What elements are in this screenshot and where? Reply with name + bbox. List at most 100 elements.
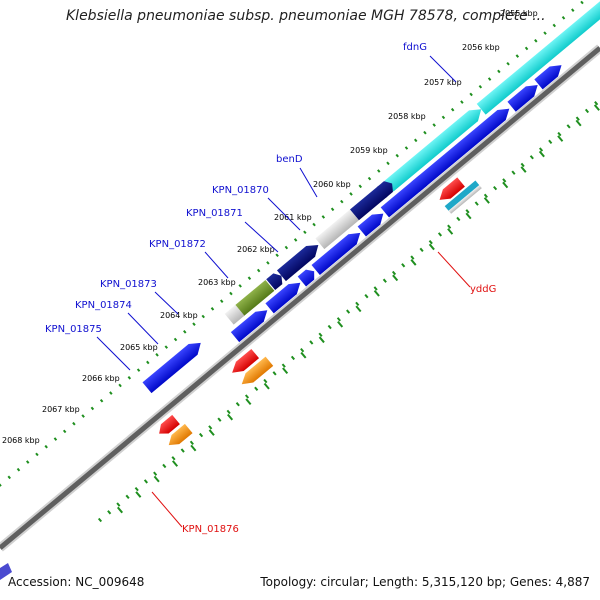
tick-mark <box>309 340 314 345</box>
gene-label-top: KPN_01875 <box>45 324 102 335</box>
tick-mark <box>515 54 520 58</box>
tick-mark <box>561 16 566 20</box>
kbp-label: 2068 kbp <box>2 436 40 445</box>
tick-mark <box>336 317 341 322</box>
gene-label-top: benD <box>276 154 303 165</box>
tick-mark <box>410 259 417 266</box>
tick-mark <box>247 276 252 281</box>
tick-mark <box>447 228 454 235</box>
tick-mark <box>571 8 575 12</box>
tick-mark <box>134 486 139 492</box>
gene-orange-3 <box>168 423 193 446</box>
tick-mark <box>229 291 233 296</box>
tick-mark <box>180 448 185 453</box>
gene-blue-c <box>411 108 510 192</box>
leader-line <box>244 221 279 253</box>
gene-yddG <box>444 180 480 211</box>
tick-mark <box>524 46 529 51</box>
tick-mark <box>566 124 571 129</box>
tick-mark <box>584 108 590 114</box>
tick-mark <box>423 130 427 135</box>
tick-mark <box>410 255 415 260</box>
gene-KPN_01872 <box>315 209 359 250</box>
tick-mark <box>404 146 409 150</box>
gene-label-top: KPN_01874 <box>75 300 132 311</box>
tick-mark <box>321 215 326 219</box>
map-title: Klebsiella pneumoniae subsp. pneumoniae … <box>66 8 546 24</box>
tick-mark <box>155 353 159 357</box>
tick-mark <box>538 150 545 158</box>
tick-mark <box>189 440 194 445</box>
tick-mark <box>340 199 344 204</box>
tick-mark <box>382 278 387 283</box>
tick-mark <box>217 417 222 422</box>
tick-mark <box>364 293 369 299</box>
tick-mark <box>441 115 446 120</box>
tick-mark <box>72 421 76 426</box>
tick-mark <box>116 502 121 507</box>
leader-line <box>299 167 318 198</box>
tick-mark <box>511 170 516 175</box>
tick-mark <box>401 263 406 268</box>
tick-mark <box>465 209 470 214</box>
tick-mark <box>99 398 104 403</box>
tick-mark <box>90 406 95 411</box>
tick-mark <box>81 414 85 418</box>
tick-mark <box>44 444 48 449</box>
tick-mark <box>469 92 473 97</box>
gene-KPN_01874 <box>266 273 283 291</box>
tick-mark <box>428 243 435 251</box>
tick-mark <box>7 475 11 480</box>
tick-mark <box>529 155 534 160</box>
tick-mark <box>135 491 142 498</box>
tick-mark <box>575 116 580 121</box>
tick-mark <box>172 460 179 467</box>
tick-mark <box>266 261 270 265</box>
tick-mark <box>143 479 148 484</box>
tick-mark <box>116 506 124 514</box>
gene-KPN_01871 <box>349 185 388 221</box>
tick-mark <box>16 467 21 472</box>
gene-blue-f <box>311 232 361 275</box>
tick-mark <box>337 320 344 328</box>
tick-mark <box>534 38 538 43</box>
gene-blue-b <box>507 84 538 112</box>
tick-mark <box>474 201 479 206</box>
tick-mark <box>275 253 279 258</box>
tick-mark <box>219 299 224 303</box>
tick-mark <box>290 355 296 361</box>
tick-mark <box>447 224 452 229</box>
tick-mark <box>419 247 424 253</box>
tick-mark <box>208 429 215 436</box>
tick-mark <box>146 360 150 365</box>
gene-blue-far <box>142 342 201 394</box>
leader-line <box>154 291 179 315</box>
gene-blue-i <box>230 310 268 343</box>
tick-mark <box>25 460 30 464</box>
gene-red-3 <box>159 414 180 434</box>
gene-benD <box>384 109 482 192</box>
tick-mark <box>502 181 509 189</box>
kbp-label: 2060 kbp <box>313 180 351 189</box>
gene-blue-e <box>357 213 384 237</box>
tick-mark <box>153 475 160 483</box>
tick-mark <box>256 268 261 273</box>
tick-mark <box>483 193 488 199</box>
tick-mark <box>520 162 525 168</box>
tick-mark <box>543 31 547 35</box>
tick-mark <box>538 147 544 152</box>
tick-mark <box>355 301 360 307</box>
tick-mark <box>478 84 483 89</box>
tick-mark <box>312 222 316 227</box>
gene-blue-g <box>297 269 315 287</box>
tick-mark <box>432 123 436 127</box>
leader-line <box>204 251 229 279</box>
tick-mark <box>493 185 498 191</box>
tick-mark <box>208 425 213 430</box>
kbp-label: 2059 kbp <box>350 146 388 155</box>
tick-mark <box>392 274 399 282</box>
tick-mark <box>373 286 378 291</box>
gene-KPN_01870 <box>376 181 393 198</box>
tick-mark <box>497 69 501 74</box>
tick-mark <box>190 444 197 452</box>
